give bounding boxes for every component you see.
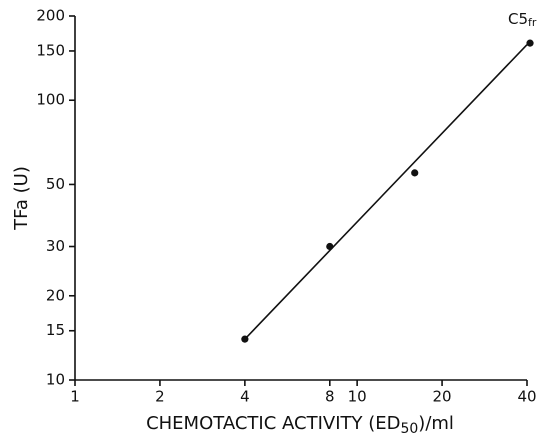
y-tick-label: 50 [46,175,65,193]
x-tick-label: 8 [325,388,335,406]
annotation: C5fr [508,10,537,30]
annotation-subscript: fr [528,16,537,29]
x-tick-label: 40 [517,388,536,406]
y-tick-label: 10 [46,371,65,389]
point [326,242,334,251]
annotation-base: C5 [508,10,528,28]
x-tick-label: 20 [433,388,452,406]
x-tick-label: 1 [70,388,80,406]
point [411,169,419,177]
fit-line [244,44,528,340]
y-tick-label: 150 [36,41,65,59]
y-tick-label: 100 [36,91,65,109]
y-tick-label: 30 [46,237,65,255]
y-tick-label: 200 [36,7,65,25]
y-axis-label: TFa (U) [11,166,32,231]
point [241,335,249,343]
x-tick-label: 2 [155,388,165,406]
y-tick-label: 20 [46,286,65,304]
y-tick-label: 15 [46,321,65,339]
x-tick-label: 4 [240,388,250,406]
x-axis-label: CHEMOTACTIC ACTIVITY (ED50)/ml [146,413,454,437]
x-tick-label: 10 [348,388,367,406]
point [526,39,534,47]
